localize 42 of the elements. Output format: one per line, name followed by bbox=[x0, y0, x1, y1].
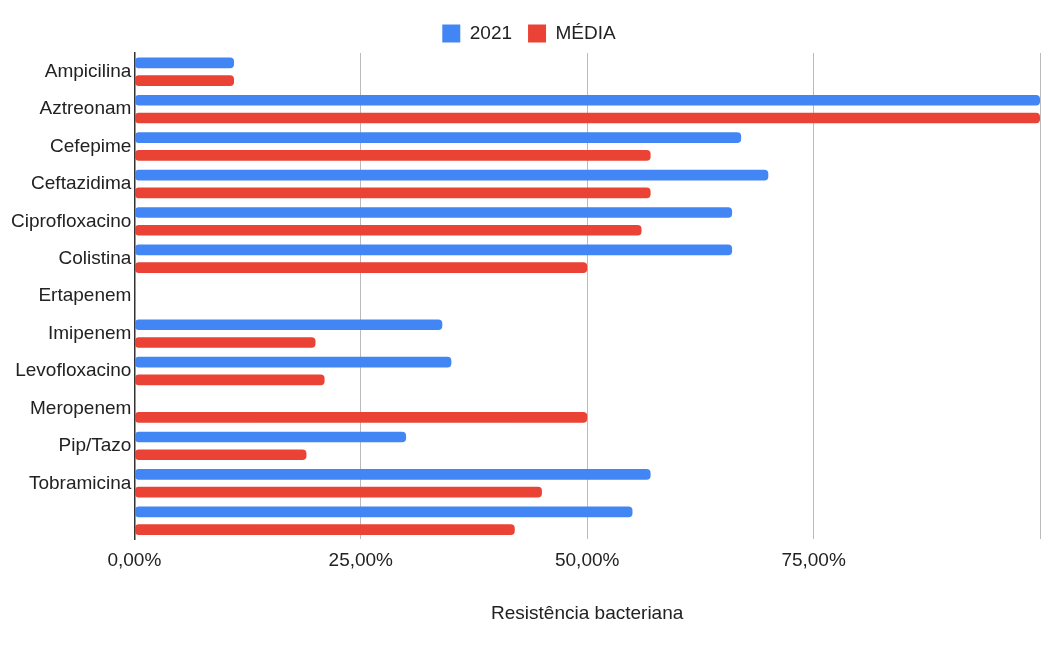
y-tick-label: Tobramicina bbox=[28, 471, 132, 493]
bar bbox=[134, 506, 633, 518]
bar bbox=[134, 224, 642, 236]
bar bbox=[134, 412, 588, 423]
bar bbox=[134, 469, 651, 480]
y-tick-label: Aztreonam bbox=[39, 97, 132, 119]
bar bbox=[134, 262, 588, 273]
y-tick-label: Colistina bbox=[58, 247, 132, 269]
bar bbox=[134, 57, 235, 69]
bar bbox=[134, 207, 733, 218]
bar bbox=[134, 132, 742, 143]
bar bbox=[134, 112, 1040, 124]
bar bbox=[134, 337, 316, 348]
legend-label: 2021 bbox=[469, 21, 513, 43]
x-axis-title: Resistência bacteriana bbox=[491, 601, 684, 623]
bar bbox=[134, 319, 443, 331]
bar bbox=[134, 356, 452, 368]
bar bbox=[134, 486, 542, 498]
bar bbox=[134, 94, 1040, 106]
y-tick-label: Ceftazidima bbox=[31, 172, 132, 194]
y-tick-label: Cefepime bbox=[50, 134, 132, 156]
y-tick-label: Ciprofloxacino bbox=[10, 209, 132, 231]
bar bbox=[134, 150, 651, 161]
bar bbox=[134, 169, 769, 181]
bar bbox=[134, 187, 651, 199]
y-tick-label: Imipenem bbox=[47, 321, 132, 343]
y-tick-label: Ampicilina bbox=[44, 59, 132, 81]
y-tick-label: Meropenem bbox=[30, 396, 132, 418]
x-tick-label: 0,00% bbox=[107, 549, 162, 571]
y-tick-label: Pip/Tazo bbox=[58, 434, 132, 456]
x-tick-label: 50,00% bbox=[554, 549, 620, 571]
bar bbox=[134, 374, 325, 386]
bar bbox=[134, 449, 307, 461]
bar bbox=[134, 524, 515, 535]
bar bbox=[134, 431, 407, 443]
x-tick-label: 75,00% bbox=[781, 549, 846, 571]
bar bbox=[134, 244, 733, 256]
y-tick-label: Levofloxacino bbox=[15, 359, 132, 381]
bar bbox=[134, 75, 235, 86]
y-tick-label: Ertapenem bbox=[38, 284, 132, 306]
x-tick-label: 25,00% bbox=[328, 549, 394, 571]
legend-label: MÉDIA bbox=[555, 21, 617, 43]
